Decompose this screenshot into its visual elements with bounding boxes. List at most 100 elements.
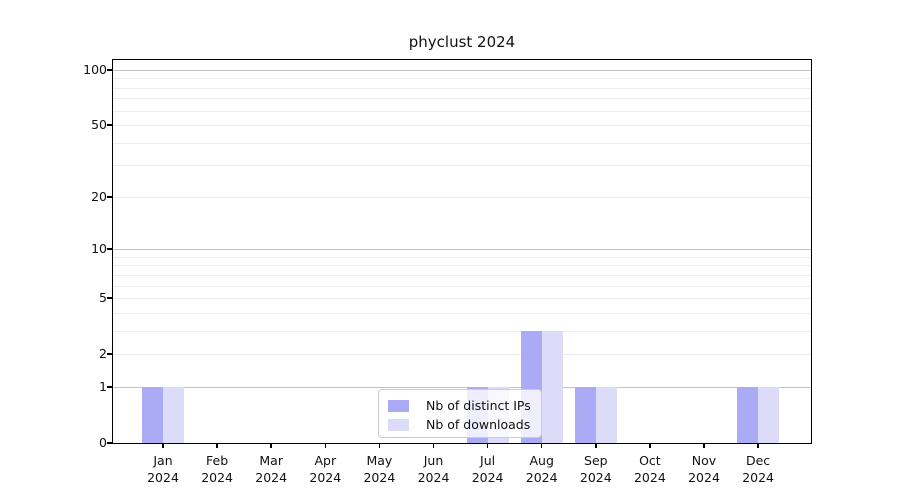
gridline-minor-30 [113, 165, 811, 167]
gridline-minor-3 [113, 330, 811, 332]
y-tick-label-2: 2 [99, 346, 107, 362]
x-tick-label-nov: Nov 2024 [674, 452, 734, 486]
legend-item-downloads: Nb of downloads [379, 415, 541, 434]
x-tick-mark-oct [649, 443, 651, 448]
x-tick-month: Nov [691, 453, 717, 468]
x-tick-mark-sep [595, 443, 597, 448]
x-tick-year: 2024 [742, 470, 774, 485]
gridline-minor-20 [113, 196, 811, 198]
y-tick-label-1: 1 [99, 378, 107, 394]
legend-swatch-downloads [388, 418, 409, 431]
y-tick-label-0: 0 [99, 435, 107, 450]
gridline-minor-6 [113, 285, 811, 287]
x-tick-year: 2024 [363, 470, 396, 485]
gridline-major-100 [113, 69, 811, 71]
y-tick-mark-10 [107, 248, 112, 250]
y-tick-mark-100 [107, 69, 112, 71]
x-tick-label-aug: Aug 2024 [512, 452, 572, 486]
x-tick-mark-nov [703, 443, 705, 448]
gridline-minor-90 [113, 78, 811, 80]
legend-label-distinct-ips: Nb of distinct IPs [426, 398, 531, 413]
x-tick-month: Oct [639, 453, 661, 468]
x-tick-month: Aug [529, 453, 554, 468]
x-tick-year: 2024 [309, 470, 342, 485]
legend-swatch-distinct-ips [388, 399, 409, 412]
bar-ips-jan [142, 386, 163, 443]
bar-ips-sep [574, 386, 596, 443]
x-tick-year: 2024 [633, 470, 666, 485]
x-tick-label-jun: Jun 2024 [404, 452, 464, 486]
y-tick-mark-0 [107, 442, 112, 444]
x-tick-mark-feb [216, 443, 218, 448]
x-tick-year: 2024 [147, 470, 179, 485]
gridline-minor-8 [113, 265, 811, 267]
x-tick-mark-dec [757, 443, 759, 448]
x-tick-mark-jan [162, 443, 164, 448]
x-tick-month: Dec [745, 453, 771, 468]
plot-area: 0 1 2 5 10 20 50 100 Jan 2024 Feb 2024 Mar 2024 Apr 202… [83, 59, 812, 485]
gridline-major-1 [113, 386, 811, 388]
legend-item-distinct-ips: Nb of distinct IPs [379, 396, 541, 415]
x-tick-label-jul: Jul 2024 [458, 452, 518, 486]
x-tick-year: 2024 [201, 470, 233, 485]
y-tick-mark-5 [107, 297, 112, 299]
bar-downloads-aug [541, 330, 563, 443]
x-tick-month: Sep [584, 453, 608, 468]
gridline-minor-5 [113, 298, 811, 300]
y-tick-mark-2 [107, 353, 112, 355]
x-tick-mark-mar [270, 443, 272, 448]
x-tick-label-feb: Feb 2024 [187, 452, 247, 486]
gridline-minor-2 [113, 354, 811, 356]
x-tick-month: May [366, 453, 393, 468]
y-tick-mark-1 [107, 386, 112, 388]
gridline-minor-7 [113, 274, 811, 276]
x-tick-year: 2024 [688, 470, 720, 485]
x-tick-mark-may [378, 443, 381, 448]
bar-downloads-jan [163, 386, 184, 443]
x-tick-year: 2024 [255, 470, 288, 485]
y-tick-label-50: 50 [91, 117, 107, 133]
bar-downloads-dec [758, 386, 780, 443]
gridline-minor-70 [113, 98, 811, 100]
x-tick-mark-jul [486, 443, 489, 448]
y-tick-label-10: 10 [91, 241, 107, 257]
x-tick-label-oct: Oct 2024 [620, 452, 680, 486]
x-tick-month: Apr [314, 453, 337, 468]
x-tick-month: Feb [206, 453, 229, 468]
y-tick-mark-50 [107, 124, 112, 126]
y-tick-label-5: 5 [99, 290, 107, 306]
gridline-minor-50 [113, 125, 811, 127]
gridline-minor-40 [113, 142, 811, 144]
x-tick-month: Mar [259, 453, 283, 468]
chart-title: phyclust 2024 [408, 33, 516, 51]
gridline-minor-4 [113, 312, 811, 314]
x-tick-month: Jul [480, 453, 496, 468]
x-tick-mark-apr [324, 443, 327, 448]
x-tick-mark-aug [540, 443, 543, 448]
x-tick-year: 2024 [579, 470, 612, 485]
y-tick-label-100: 100 [83, 61, 107, 77]
gridline-minor-80 [113, 87, 811, 89]
legend: Nb of distinct IPs Nb of downloads [378, 389, 542, 438]
gridline-major-10 [113, 249, 811, 251]
x-tick-mark-jun [432, 443, 435, 448]
x-tick-label-dec: Dec 2024 [728, 452, 788, 486]
bar-downloads-sep [595, 386, 617, 443]
y-tick-mark-20 [107, 196, 112, 198]
gridline-minor-9 [113, 256, 811, 258]
gridline-minor-60 [113, 110, 811, 112]
x-tick-year: 2024 [417, 470, 450, 485]
x-tick-month: Jun [423, 453, 444, 468]
x-tick-year: 2024 [525, 470, 558, 485]
x-tick-label-sep: Sep 2024 [566, 452, 626, 486]
x-tick-label-mar: Mar 2024 [241, 452, 301, 486]
x-tick-label-apr: Apr 2024 [295, 452, 355, 486]
x-tick-label-jan: Jan 2024 [133, 452, 193, 486]
x-tick-label-may: May 2024 [349, 452, 409, 486]
y-tick-label-20: 20 [91, 188, 107, 204]
x-tick-month: Jan [153, 453, 173, 468]
legend-label-downloads: Nb of downloads [426, 417, 531, 432]
x-tick-year: 2024 [471, 470, 504, 485]
bar-ips-dec [737, 386, 759, 443]
